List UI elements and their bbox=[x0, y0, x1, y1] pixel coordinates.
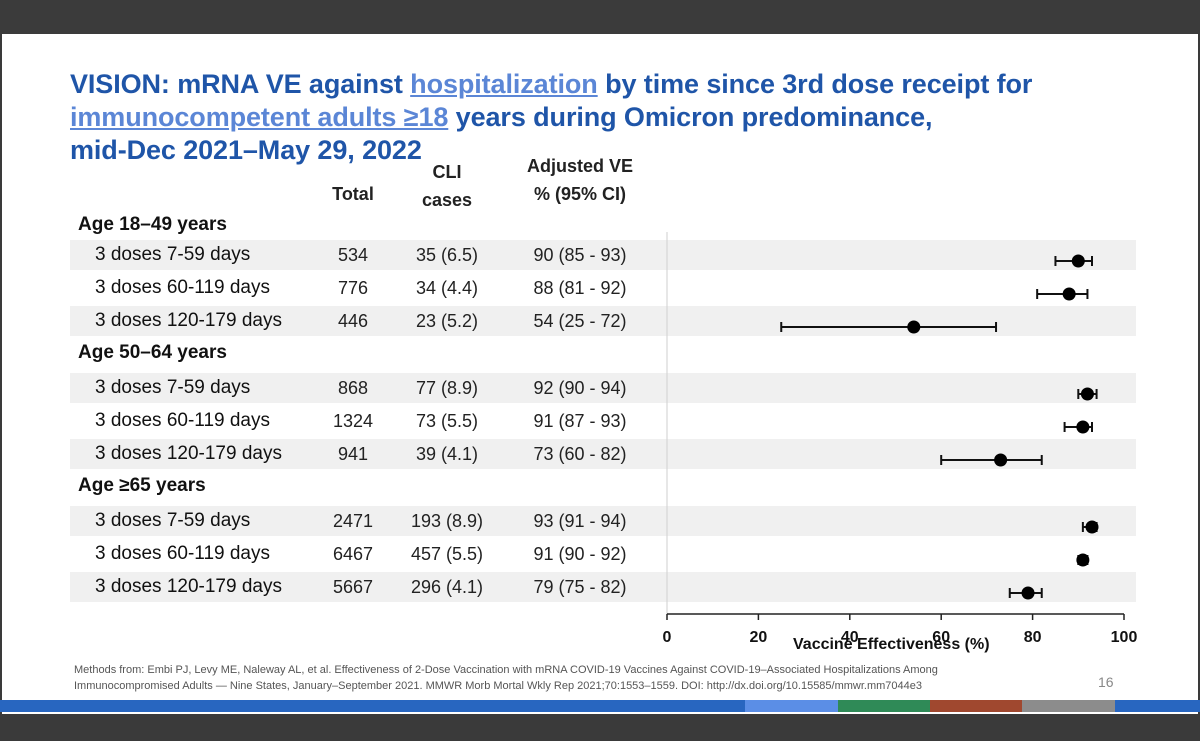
slide-title: VISION: mRNA VE against hospitalization … bbox=[70, 68, 1150, 167]
hospitalization-link[interactable]: hospitalization bbox=[410, 69, 598, 99]
group-label: Age 50–64 years bbox=[78, 342, 227, 363]
total-value: 446 bbox=[337, 311, 369, 331]
adjusted-ve-value: 79 (75 - 82) bbox=[533, 577, 627, 597]
cli-cases-value: 193 (8.9) bbox=[410, 511, 484, 531]
cli-cases-value: 77 (8.9) bbox=[415, 378, 479, 398]
x-axis-label: Vaccine Effectiveness (%) bbox=[793, 636, 990, 653]
row-background bbox=[70, 506, 1136, 536]
row-label: 3 doses 120-179 days bbox=[95, 310, 282, 331]
x-tick-label: 100 bbox=[1111, 629, 1138, 646]
point-estimate bbox=[1071, 254, 1085, 268]
row-background bbox=[70, 439, 1136, 469]
cli-cases-value: 457 (5.5) bbox=[410, 544, 484, 564]
row-label: 3 doses 7-59 days bbox=[95, 510, 251, 531]
row-label: 3 doses 60-119 days bbox=[95, 277, 270, 298]
title-line-3: mid-Dec 2021–May 29, 2022 bbox=[70, 135, 422, 165]
adjusted-ve-value: 90 (85 - 93) bbox=[533, 245, 627, 265]
total-value: 941 bbox=[337, 444, 369, 464]
x-tick-label: 60 bbox=[932, 629, 950, 646]
header-adjusted-ve: Adjusted VE % (95% CI) bbox=[510, 152, 650, 208]
header-total: Total bbox=[332, 184, 374, 204]
total-value: 1324 bbox=[332, 411, 374, 431]
header-cli-line1: CLI bbox=[432, 162, 462, 182]
cli-cases-value: 35 (6.5) bbox=[415, 245, 479, 265]
stripe-segment bbox=[1022, 700, 1115, 712]
total-value: 5667 bbox=[332, 577, 374, 597]
cli-cases-value: 39 (4.1) bbox=[415, 444, 479, 464]
row-background bbox=[70, 306, 1136, 336]
point-estimate bbox=[1076, 420, 1090, 434]
adjusted-ve-value: 73 (60 - 82) bbox=[533, 444, 627, 464]
point-estimate bbox=[1062, 287, 1076, 301]
adjusted-ve-value: 91 (90 - 92) bbox=[533, 544, 627, 564]
total-value: 2471 bbox=[332, 511, 374, 531]
window-top-bar bbox=[0, 0, 1200, 34]
point-estimate bbox=[907, 320, 921, 334]
header-cli-line2: cases bbox=[421, 190, 473, 210]
row-background bbox=[70, 572, 1136, 602]
title-part-1: VISION: mRNA VE against bbox=[70, 69, 411, 99]
cli-cases-value: 296 (4.1) bbox=[410, 577, 484, 597]
row-label: 3 doses 7-59 days bbox=[95, 377, 251, 398]
header-ve-line2: % (95% CI) bbox=[533, 184, 627, 204]
footnote-line-1: Methods from: Embi PJ, Levy ME, Naleway … bbox=[74, 664, 938, 676]
total-value: 776 bbox=[337, 278, 369, 298]
footnote-line-2: Immunocompromised Adults — Nine States, … bbox=[74, 680, 923, 692]
stripe-segment bbox=[930, 700, 1022, 712]
total-value: 6467 bbox=[332, 544, 374, 564]
row-label: 3 doses 7-59 days bbox=[95, 244, 251, 265]
cli-cases-value: 73 (5.5) bbox=[415, 411, 479, 431]
point-estimate bbox=[1085, 520, 1099, 534]
adjusted-ve-value: 91 (87 - 93) bbox=[533, 411, 627, 431]
title-part-2: by time since 3rd dose receipt for bbox=[597, 69, 1033, 99]
page-number: 16 bbox=[1098, 674, 1114, 690]
immunocompetent-link[interactable]: immunocompetent adults ≥18 bbox=[70, 102, 449, 132]
stripe-segment bbox=[745, 700, 838, 712]
point-estimate bbox=[1080, 387, 1094, 401]
cli-cases-value: 23 (5.2) bbox=[415, 311, 479, 331]
window-bottom-bar bbox=[0, 714, 1200, 741]
x-tick-label: 80 bbox=[1024, 629, 1042, 646]
point-estimate bbox=[994, 453, 1008, 467]
header-ve-line1: Adjusted VE bbox=[526, 156, 633, 176]
stripe-segment bbox=[1115, 700, 1200, 712]
row-background bbox=[70, 373, 1136, 403]
row-label: 3 doses 120-179 days bbox=[95, 443, 282, 464]
cli-cases-value: 34 (4.4) bbox=[415, 278, 479, 298]
x-tick-label: 0 bbox=[663, 629, 672, 646]
total-value: 534 bbox=[337, 245, 369, 265]
group-label: Age ≥65 years bbox=[78, 475, 206, 496]
point-estimate bbox=[1021, 586, 1035, 600]
stripe-segment bbox=[838, 700, 930, 712]
stripe-segment bbox=[0, 700, 745, 712]
total-value: 868 bbox=[337, 378, 369, 398]
footnote: Methods from: Embi PJ, Levy ME, Naleway … bbox=[74, 662, 1074, 694]
row-label: 3 doses 60-119 days bbox=[95, 410, 270, 431]
adjusted-ve-value: 88 (81 - 92) bbox=[533, 278, 627, 298]
row-label: 3 doses 60-119 days bbox=[95, 543, 270, 564]
adjusted-ve-value: 54 (25 - 72) bbox=[533, 311, 627, 331]
group-label: Age 18–49 years bbox=[78, 214, 227, 235]
point-estimate bbox=[1076, 553, 1090, 567]
adjusted-ve-value: 93 (91 - 94) bbox=[533, 511, 627, 531]
row-background bbox=[70, 240, 1136, 270]
header-cli-cases: CLI cases bbox=[398, 158, 496, 214]
adjusted-ve-value: 92 (90 - 94) bbox=[533, 378, 627, 398]
x-tick-label: 20 bbox=[750, 629, 768, 646]
x-tick-label: 40 bbox=[841, 629, 859, 646]
title-part-3: years during Omicron predominance, bbox=[448, 102, 933, 132]
row-label: 3 doses 120-179 days bbox=[95, 576, 282, 597]
